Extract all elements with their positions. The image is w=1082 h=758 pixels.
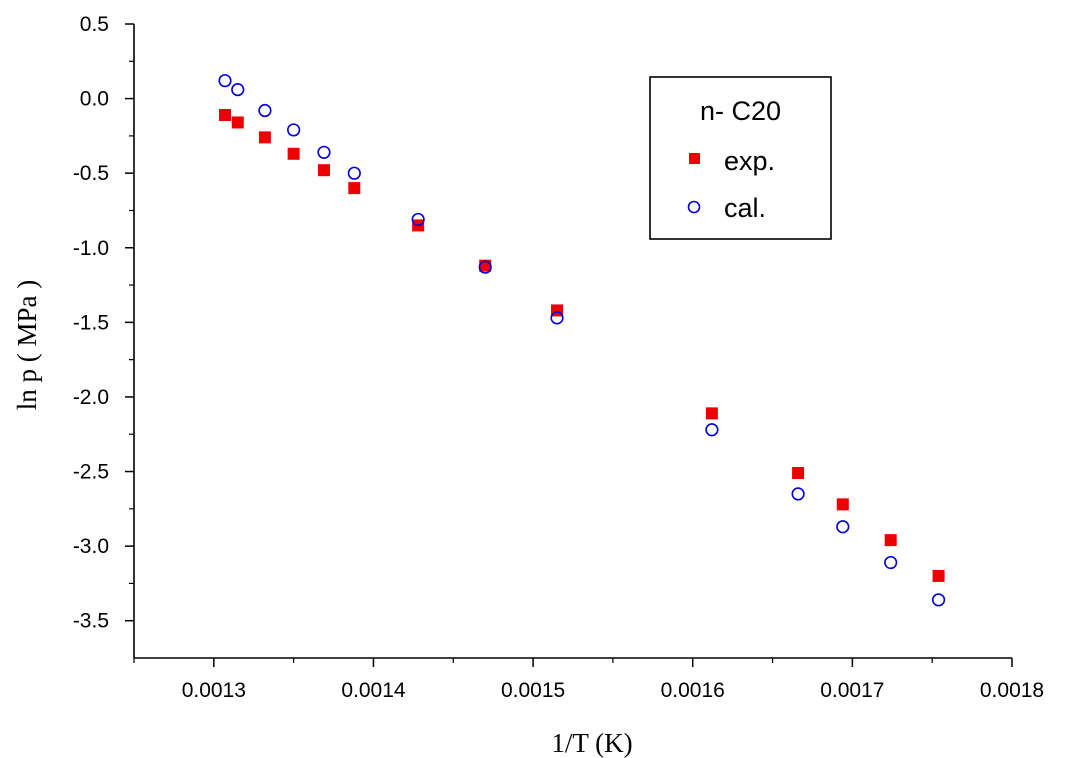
cal-point (231, 83, 245, 97)
y-tick-label: 0.5 (80, 13, 109, 36)
exp-point (705, 407, 718, 420)
exp-point (218, 108, 231, 121)
cal-point (478, 260, 492, 274)
legend-box (649, 76, 832, 240)
legend: n- C20 exp. cal. (649, 76, 832, 240)
x-tick-label: 0.0017 (820, 679, 884, 702)
y-tick-label: -2.5 (73, 461, 109, 484)
axes (133, 24, 1012, 659)
cal-point (347, 166, 361, 180)
y-tick-label: -3.0 (73, 535, 109, 558)
exp-point (884, 534, 897, 547)
exp-point (231, 116, 244, 129)
x-tick-label: 0.0016 (661, 679, 725, 702)
cal-point (791, 487, 805, 501)
exp-point (287, 147, 300, 160)
exp-point (932, 569, 945, 582)
legend-label-exp: exp. (724, 146, 775, 176)
cal-point (258, 103, 272, 118)
legend-marker-cal (687, 200, 701, 214)
cal-point (931, 593, 946, 607)
exp-point (792, 467, 805, 480)
y-tick-label: -1.0 (73, 237, 109, 260)
y-tick-label: -0.5 (73, 162, 109, 185)
exp-point (836, 498, 849, 511)
x-tick-label: 0.0014 (341, 679, 406, 702)
cal-point (411, 212, 425, 227)
x-axis-title: 1/T (K) (551, 728, 632, 758)
legend-title: n- C20 (700, 96, 781, 126)
cal-point (836, 520, 850, 534)
y-tick-label: 0.0 (80, 88, 109, 111)
tick-labels: 0.5 0.0 -0.5 -1.0 -1.5 -2.0 -2.5 -3.0 -3.5 0.0013… (73, 13, 1044, 702)
y-tick-label: -1.5 (73, 311, 109, 334)
cal-point (705, 423, 719, 437)
legend-label-cal: cal. (724, 193, 766, 223)
exp-point (258, 131, 271, 144)
exp-point (317, 164, 330, 177)
cal-point (317, 145, 331, 159)
legend-marker-exp (689, 153, 700, 164)
y-tick-label: -3.5 (73, 610, 109, 633)
cal-point (218, 74, 232, 88)
x-tick-label: 0.0015 (501, 679, 565, 702)
y-axis-title: ln p ( MPa ) (12, 280, 42, 411)
ticks (125, 23, 1013, 667)
data-markers (218, 74, 946, 607)
y-tick-label: -2.0 (73, 386, 109, 409)
cal-point (550, 311, 564, 325)
x-tick-label: 0.0013 (182, 679, 246, 702)
cal-point (287, 123, 301, 137)
x-tick-label: 0.0018 (980, 679, 1044, 702)
exp-point (348, 182, 361, 195)
cal-point (884, 555, 898, 570)
